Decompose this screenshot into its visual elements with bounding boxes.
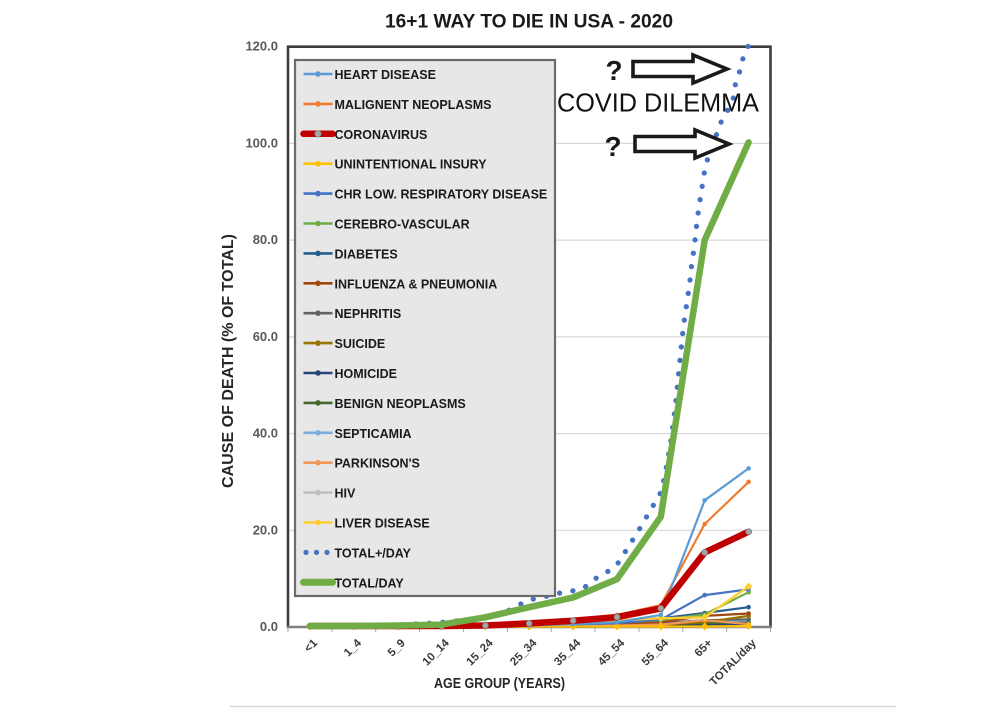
svg-text:60.0: 60.0 xyxy=(253,329,278,344)
svg-text:80.0: 80.0 xyxy=(253,232,278,247)
svg-text:CORONAVIRUS: CORONAVIRUS xyxy=(335,128,428,142)
svg-text:INFLUENZA & PNEUMONIA: INFLUENZA & PNEUMONIA xyxy=(335,277,498,291)
svg-text:HEART DISEASE: HEART DISEASE xyxy=(335,68,436,82)
svg-text:?: ? xyxy=(604,131,621,162)
svg-text:SUICIDE: SUICIDE xyxy=(335,337,386,351)
svg-text:PARKINSON'S: PARKINSON'S xyxy=(335,457,420,471)
svg-text:CHR LOW. RESPIRATORY DISEASE: CHR LOW. RESPIRATORY DISEASE xyxy=(335,188,548,202)
svg-text:DIABETES: DIABETES xyxy=(335,247,398,261)
svg-text:TOTAL+/DAY: TOTAL+/DAY xyxy=(335,546,412,560)
svg-text:20.0: 20.0 xyxy=(253,522,278,537)
svg-text:100.0: 100.0 xyxy=(245,135,278,150)
svg-text:120.0: 120.0 xyxy=(245,39,278,54)
svg-text:MALIGNENT NEOPLASMS: MALIGNENT NEOPLASMS xyxy=(335,98,492,112)
svg-text:16+1 WAY TO DIE IN USA - 2020: 16+1 WAY TO DIE IN USA - 2020 xyxy=(385,12,673,33)
svg-text:TOTAL/DAY: TOTAL/DAY xyxy=(335,576,405,590)
svg-text:CEREBRO-VASCULAR: CEREBRO-VASCULAR xyxy=(335,218,470,232)
svg-text:LIVER DISEASE: LIVER DISEASE xyxy=(335,517,430,531)
svg-text:0.0: 0.0 xyxy=(260,619,278,634)
svg-text:HIV: HIV xyxy=(335,487,357,501)
svg-text:HOMICIDE: HOMICIDE xyxy=(335,367,398,381)
svg-text:SEPTICAMIA: SEPTICAMIA xyxy=(335,427,412,441)
svg-text:AGE GROUP (YEARS): AGE GROUP (YEARS) xyxy=(434,676,565,692)
svg-text:NEPHRITIS: NEPHRITIS xyxy=(335,307,402,321)
svg-text:CAUSE OF DEATH (% OF TOTAL): CAUSE OF DEATH (% OF TOTAL) xyxy=(220,234,237,488)
svg-text:40.0: 40.0 xyxy=(253,426,278,441)
svg-text:?: ? xyxy=(605,55,622,86)
svg-text:BENIGN NEOPLASMS: BENIGN NEOPLASMS xyxy=(335,397,466,411)
svg-text:COVID DILEMMA: COVID DILEMMA xyxy=(557,88,760,118)
svg-text:UNINTENTIONAL INSURY: UNINTENTIONAL INSURY xyxy=(335,158,488,172)
